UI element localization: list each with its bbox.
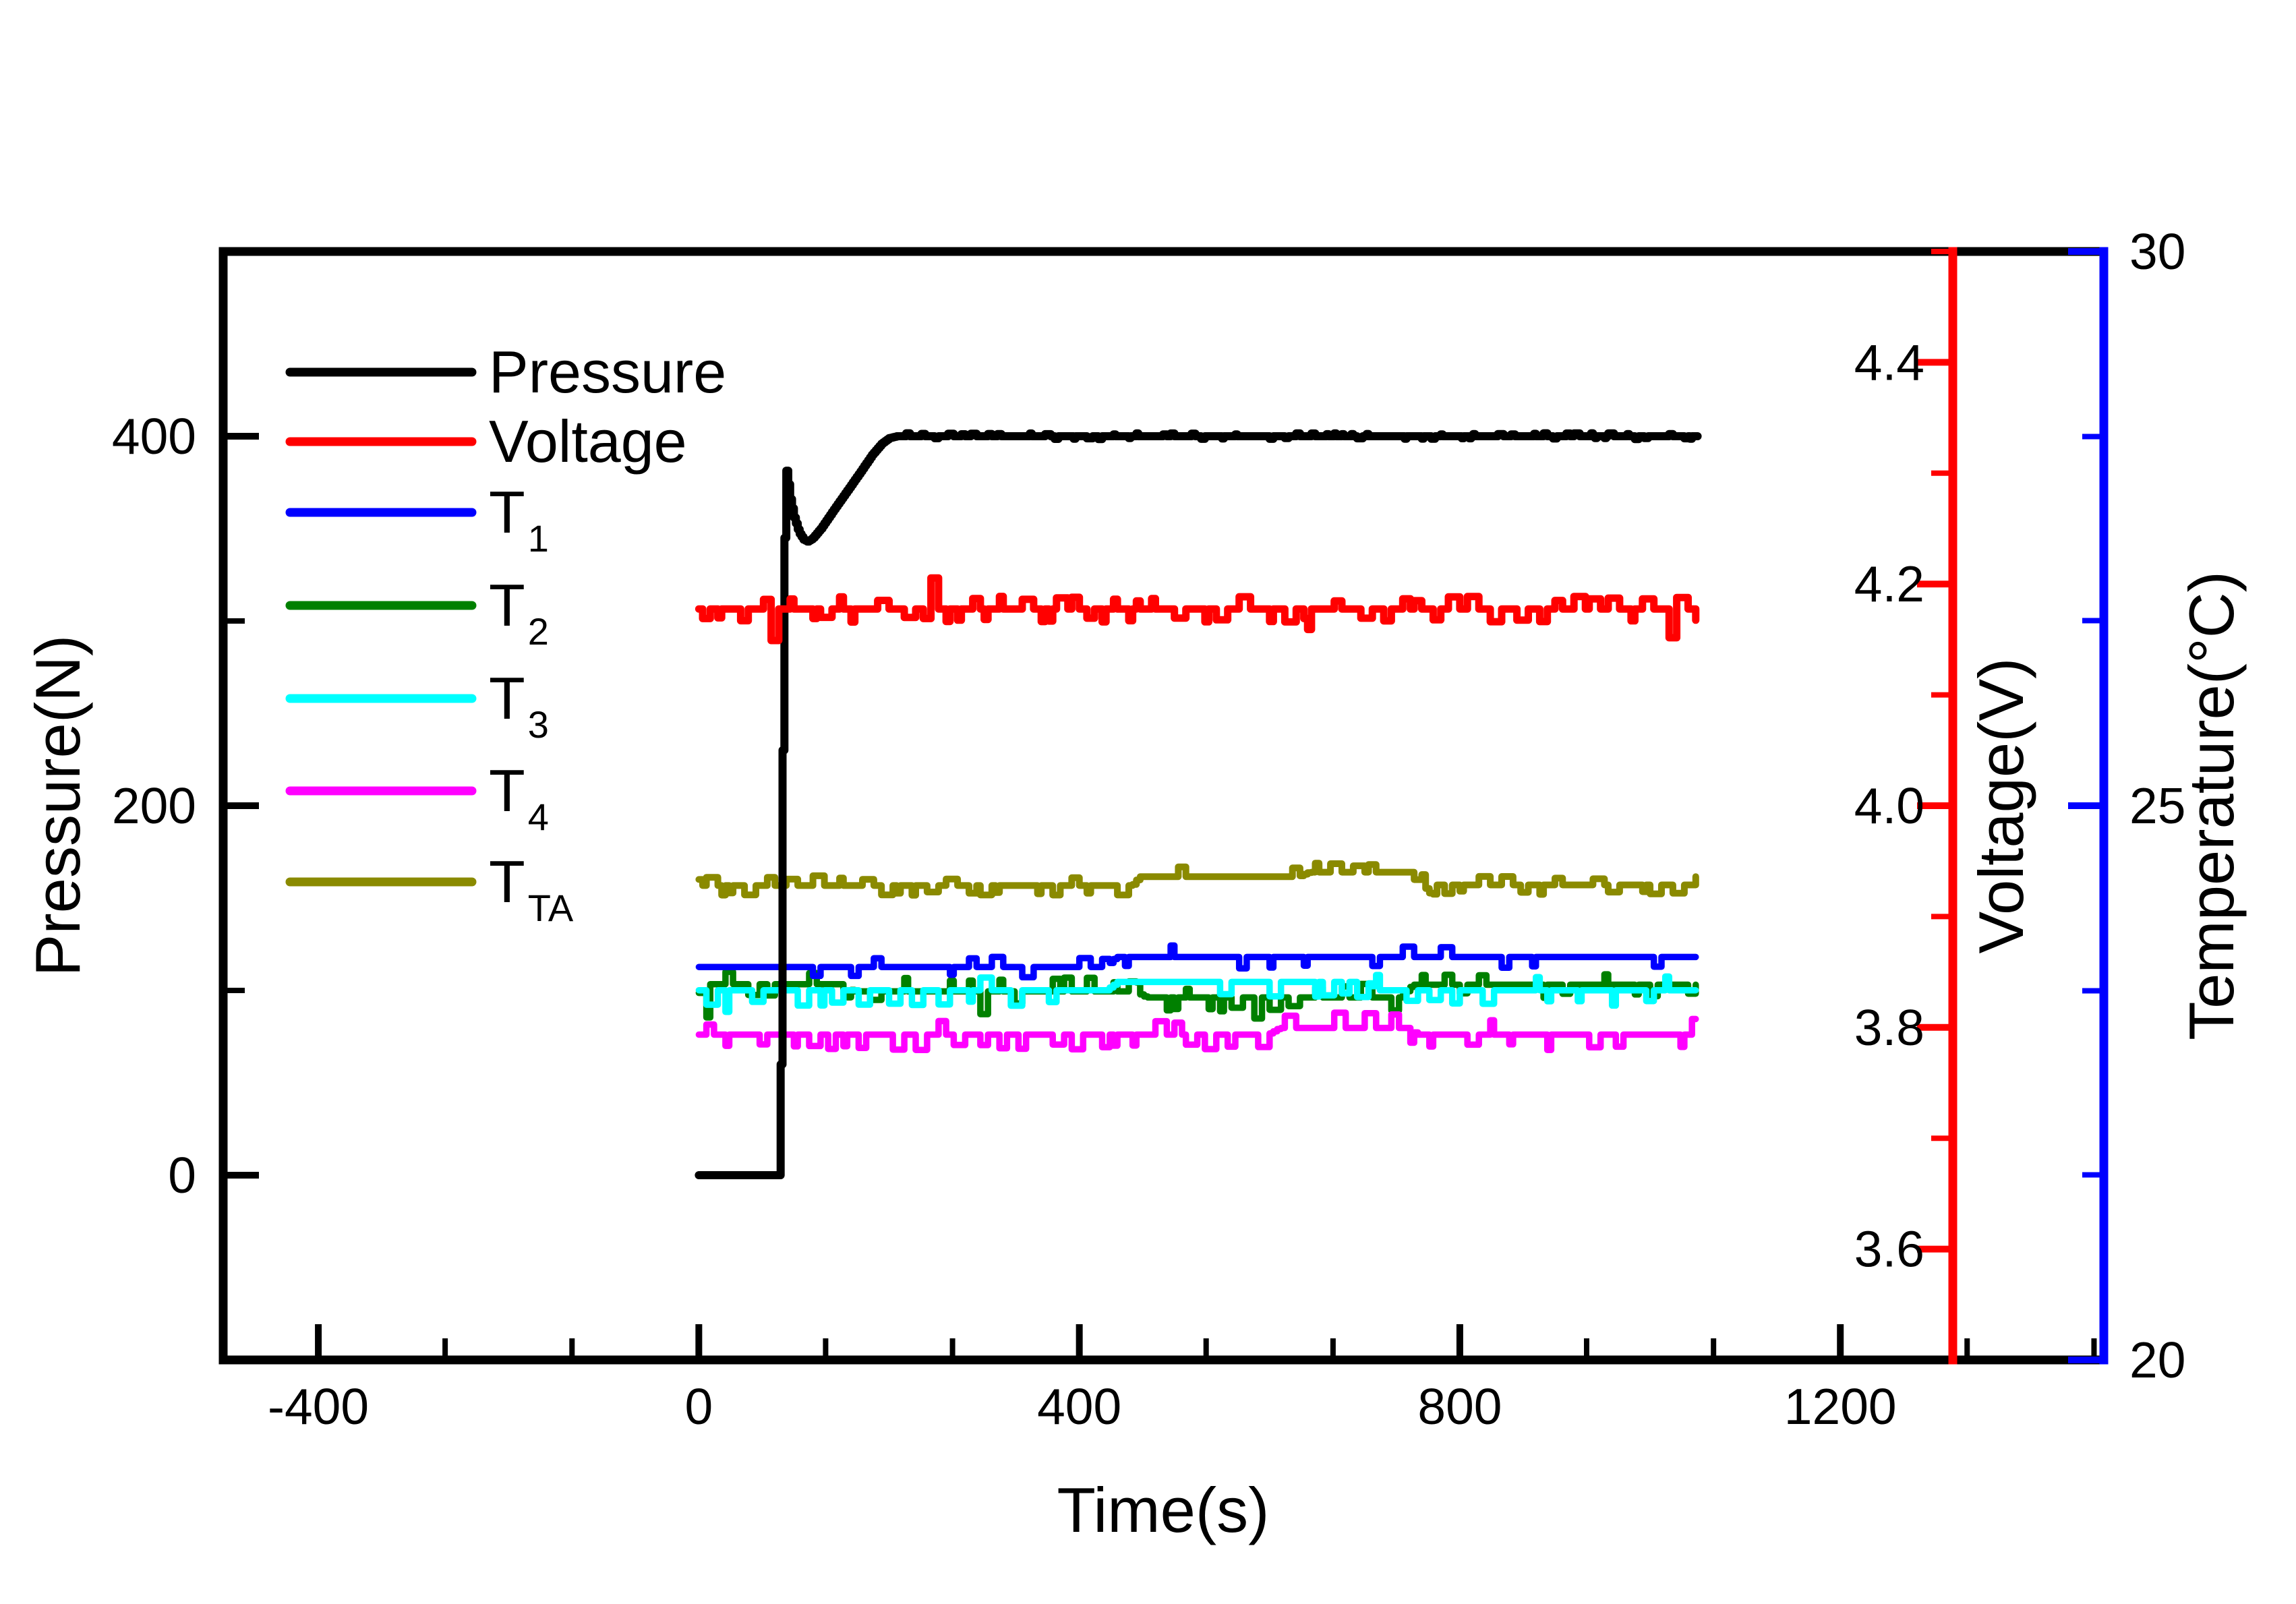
legend-label-voltage: Voltage	[489, 408, 687, 475]
axis-titles: Pressure(N) Time(s) Voltage(V) Temperatu…	[22, 571, 2247, 1545]
y-axis-title-pressure: Pressure(N)	[22, 635, 93, 977]
legend-subscript: 1	[528, 517, 549, 560]
pressure-tick-label: 200	[112, 777, 196, 834]
x-tick-label: 1200	[1784, 1378, 1897, 1435]
pressure-tick-label: 400	[112, 408, 196, 465]
x-tick-label: 0	[685, 1378, 713, 1435]
series-t3-line	[695, 972, 1699, 1015]
voltage-tick-label: 3.6	[1854, 1221, 1924, 1278]
voltage-tick-label: 3.8	[1854, 999, 1924, 1056]
x-tick-label: 400	[1037, 1378, 1121, 1435]
x-axis-title: Time(s)	[1057, 1475, 1269, 1545]
voltage-tick-label: 4.0	[1854, 777, 1924, 834]
pressure-tick-label: 0	[168, 1147, 196, 1204]
y-axis-title-temperature: Temperature(°C)	[2176, 571, 2247, 1040]
x-tick-label: 800	[1417, 1378, 1502, 1435]
voltage-tick-label: 4.2	[1854, 556, 1924, 612]
legend-subscript: 2	[528, 610, 549, 653]
temperature-tick-label: 20	[2129, 1332, 2185, 1388]
series-t1-line	[695, 942, 1699, 981]
temperature-tick-label: 25	[2129, 777, 2185, 834]
series-pressure-line	[695, 429, 1702, 1179]
temperature-tick-label: 30	[2129, 223, 2185, 280]
x-tick-label: -400	[268, 1378, 369, 1435]
legend-label-pressure: Pressure	[489, 338, 726, 405]
legend-subscript: TA	[528, 887, 574, 929]
series-tta-line	[695, 860, 1699, 899]
voltage-tick-label: 4.4	[1854, 334, 1924, 390]
legend-subscript: 3	[528, 703, 549, 746]
y-axis-title-voltage: Voltage(V)	[1966, 658, 2036, 954]
series-voltage-line	[695, 574, 1700, 645]
series-t4-line	[695, 1009, 1699, 1054]
legend-subscript: 4	[528, 796, 549, 838]
